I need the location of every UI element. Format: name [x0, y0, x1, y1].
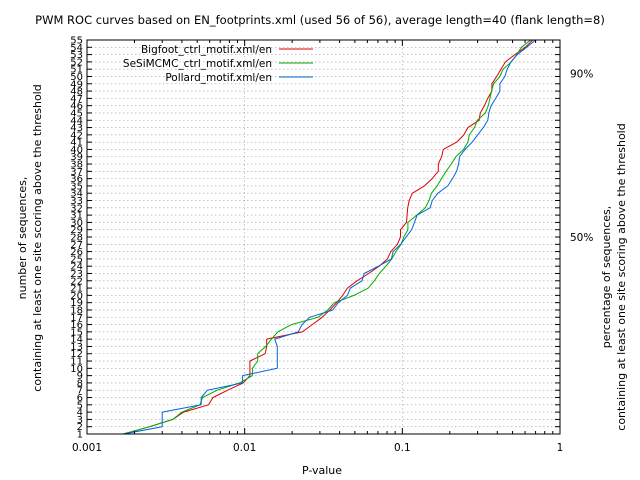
y2-tick-label: 50%	[570, 232, 593, 244]
y-tick-label: 12	[70, 349, 83, 360]
grid-lines	[87, 40, 560, 434]
series-line-3	[123, 39, 536, 435]
series-lines	[123, 39, 536, 435]
y-tick-label: 33	[70, 196, 83, 207]
y-tick-label: 45	[70, 108, 83, 119]
y-tick-label: 13	[70, 342, 83, 353]
chart-title: PWM ROC curves based on EN_footprints.xm…	[35, 13, 605, 27]
y-tick-label: 50	[70, 72, 83, 83]
y-tick-label: 17	[70, 313, 83, 324]
y-tick-label: 20	[70, 291, 83, 302]
y-tick-label: 51	[70, 65, 83, 76]
y-tick-label: 26	[70, 247, 83, 258]
y-tick-label: 53	[70, 50, 83, 61]
y-tick-label: 44	[70, 116, 83, 127]
y-tick-label: 32	[70, 203, 83, 214]
y-tick-label: 10	[70, 364, 83, 375]
y-axis-label-line2: containing at least one site scoring abo…	[31, 84, 44, 391]
y-tick-label: 34	[70, 189, 83, 200]
y-tick-label: 19	[70, 298, 83, 309]
y-tick-label: 48	[70, 87, 83, 98]
y2-axis-label-line2: containing at least one site scoring abo…	[615, 123, 628, 430]
y-tick-label: 49	[70, 79, 83, 90]
x-tick-label: 1	[557, 442, 564, 454]
y-tick-label: 43	[70, 123, 83, 134]
legend-label-1: Bigfoot_ctrl_motif.xml/en	[141, 44, 272, 56]
y-tick-label: 23	[70, 269, 83, 280]
y-tick-label: 6	[77, 393, 83, 404]
y-tick-label: 9	[77, 371, 83, 382]
y-tick-label: 22	[70, 276, 83, 287]
y-tick-label: 42	[70, 130, 83, 141]
y-tick-label: 5	[77, 400, 83, 411]
y-tick-label: 35	[70, 181, 83, 192]
y-tick-label: 27	[70, 240, 83, 251]
y-tick-label: 39	[70, 152, 83, 163]
y-tick-label: 2	[77, 422, 83, 433]
y-tick-label: 55	[70, 36, 83, 47]
series-line-1	[123, 39, 534, 435]
y-tick-label: 31	[70, 211, 83, 222]
y-tick-label: 46	[70, 101, 83, 112]
y-tick-label: 7	[77, 386, 83, 397]
y-tick-label: 16	[70, 320, 83, 331]
y-tick-label: 4	[77, 408, 83, 419]
series-line-2	[123, 39, 532, 435]
y-tick-label: 47	[70, 94, 83, 105]
y-tick-label: 14	[70, 335, 83, 346]
y-tick-label: 40	[70, 145, 83, 156]
x-tick-label: 0.1	[394, 442, 411, 454]
y-tick-label: 8	[77, 378, 83, 389]
y-tick-label: 11	[70, 357, 83, 368]
x-axis-label: P-value	[302, 464, 342, 477]
y-tick-label: 30	[70, 218, 83, 229]
y-tick-label: 21	[70, 284, 83, 295]
y-tick-label: 25	[70, 254, 83, 265]
y-tick-label: 52	[70, 57, 83, 68]
y-tick-label: 41	[70, 138, 83, 149]
y-axis-label-line1: number of sequences,	[16, 177, 29, 300]
y-tick-label: 36	[70, 174, 83, 185]
x-tick-label: 0.001	[72, 442, 102, 454]
x-tick-label: 0.01	[233, 442, 256, 454]
y-tick-label: 37	[70, 167, 83, 178]
y-tick-label: 1	[77, 430, 83, 441]
y-tick-label: 29	[70, 225, 83, 236]
legend: Bigfoot_ctrl_motif.xml/en SeSiMCMC_ctrl_m…	[123, 44, 313, 84]
y-tick-label: 18	[70, 305, 83, 316]
y-tick-label: 54	[70, 43, 83, 54]
axis-ticks: 1234567891011121314151617181920212223242…	[70, 36, 593, 455]
y-tick-label: 3	[77, 415, 83, 426]
y2-axis-label-line1: percentage of sequences,	[600, 206, 613, 348]
y-tick-label: 24	[70, 262, 83, 273]
y-tick-label: 38	[70, 160, 83, 171]
legend-label-3: Pollard_motif.xml/en	[165, 72, 272, 84]
legend-label-2: SeSiMCMC_ctrl_motif.xml/en	[123, 58, 272, 70]
y-tick-label: 15	[70, 327, 83, 338]
y2-tick-label: 90%	[570, 69, 593, 81]
y-tick-label: 28	[70, 233, 83, 244]
